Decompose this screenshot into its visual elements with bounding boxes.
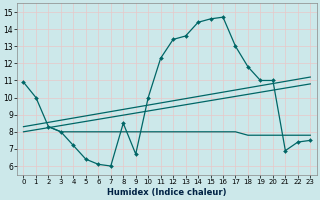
X-axis label: Humidex (Indice chaleur): Humidex (Indice chaleur) [107,188,227,197]
